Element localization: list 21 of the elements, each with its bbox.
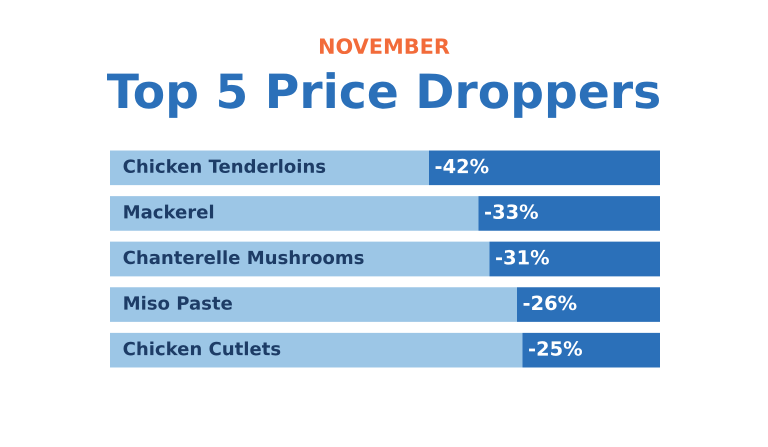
bar bbox=[522, 332, 660, 368]
bar bbox=[110, 287, 517, 322]
y-tick-label: Chicken Cutlets bbox=[124, 341, 280, 356]
data-label: -26% bbox=[524, 296, 576, 310]
data-label: -42% bbox=[436, 158, 488, 174]
y-tick-label: Mackerel bbox=[124, 204, 214, 219]
y-tick-label: Chanterelle Mushrooms bbox=[124, 250, 364, 264]
bar bbox=[110, 332, 522, 368]
bar bbox=[429, 150, 660, 186]
bar bbox=[110, 242, 490, 276]
y-tick-label: Miso Paste bbox=[124, 296, 232, 310]
chart-subtitle: NOVEMBER bbox=[320, 38, 450, 54]
bar bbox=[478, 196, 660, 231]
bar bbox=[490, 242, 660, 276]
bar bbox=[110, 196, 478, 231]
data-label: -33% bbox=[485, 204, 538, 220]
data-label: -31% bbox=[496, 250, 549, 265]
y-tick-label: Chicken Tenderloins bbox=[124, 159, 326, 174]
data-label: -25% bbox=[529, 341, 582, 356]
bar bbox=[517, 287, 660, 322]
chart-title: Top 5 Price Droppers bbox=[107, 72, 659, 118]
